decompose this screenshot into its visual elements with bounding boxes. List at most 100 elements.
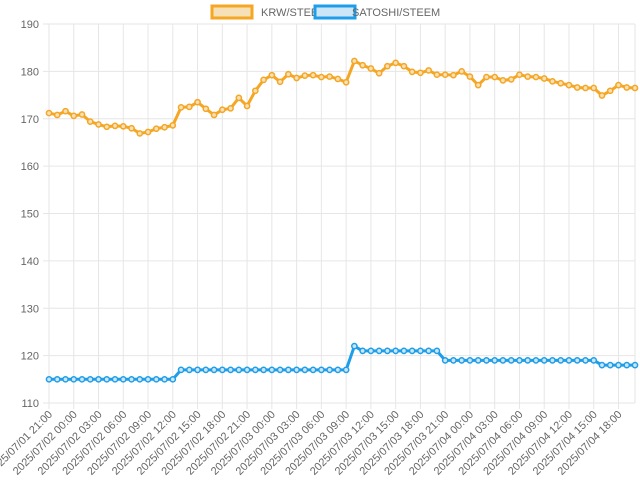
data-point[interactable] xyxy=(95,121,102,128)
data-point[interactable] xyxy=(326,73,333,80)
data-point[interactable] xyxy=(400,62,408,70)
data-point[interactable] xyxy=(516,71,523,79)
data-point[interactable] xyxy=(185,366,193,374)
data-point[interactable] xyxy=(359,61,366,69)
data-point[interactable] xyxy=(474,357,482,364)
data-point[interactable] xyxy=(285,70,292,78)
data-point[interactable] xyxy=(144,375,152,383)
data-point[interactable] xyxy=(582,357,589,364)
data-point[interactable] xyxy=(466,73,474,80)
data-point[interactable] xyxy=(194,98,201,106)
data-point[interactable] xyxy=(425,347,433,355)
data-point[interactable] xyxy=(408,347,416,355)
data-point[interactable] xyxy=(532,357,540,364)
data-point[interactable] xyxy=(590,84,598,92)
data-point[interactable] xyxy=(540,357,548,364)
data-point[interactable] xyxy=(392,59,399,67)
data-point[interactable] xyxy=(425,67,433,74)
data-point[interactable] xyxy=(45,109,53,117)
data-point[interactable] xyxy=(136,130,144,137)
data-point[interactable] xyxy=(351,342,358,350)
legend-item[interactable]: SATOSHI/STEEM xyxy=(313,4,440,20)
data-point[interactable] xyxy=(474,81,482,89)
data-point[interactable] xyxy=(293,366,300,374)
data-point[interactable] xyxy=(384,62,391,70)
data-point[interactable] xyxy=(152,125,160,133)
data-point[interactable] xyxy=(450,357,457,364)
data-point[interactable] xyxy=(631,84,639,92)
data-point[interactable] xyxy=(334,75,342,83)
data-point[interactable] xyxy=(342,78,350,86)
data-point[interactable] xyxy=(62,375,69,383)
data-point[interactable] xyxy=(309,71,317,79)
data-point[interactable] xyxy=(606,87,614,95)
data-point[interactable] xyxy=(169,375,177,383)
data-point[interactable] xyxy=(119,122,127,130)
data-point[interactable] xyxy=(218,106,226,114)
data-point[interactable] xyxy=(615,81,622,89)
data-point[interactable] xyxy=(194,366,201,374)
data-point[interactable] xyxy=(631,361,639,369)
data-point[interactable] xyxy=(458,68,466,75)
data-point[interactable] xyxy=(136,375,144,383)
data-point[interactable] xyxy=(285,366,292,374)
data-point[interactable] xyxy=(185,103,193,111)
data-point[interactable] xyxy=(202,105,210,113)
data-point[interactable] xyxy=(516,357,523,364)
data-point[interactable] xyxy=(367,65,375,72)
data-point[interactable] xyxy=(334,366,342,374)
data-point[interactable] xyxy=(582,84,589,92)
data-point[interactable] xyxy=(565,81,573,89)
data-point[interactable] xyxy=(573,357,581,364)
data-point[interactable] xyxy=(119,375,127,383)
data-point[interactable] xyxy=(417,69,424,77)
data-point[interactable] xyxy=(268,71,276,79)
data-point[interactable] xyxy=(78,111,86,118)
data-point[interactable] xyxy=(53,375,61,383)
data-point[interactable] xyxy=(144,128,152,136)
data-point[interactable] xyxy=(384,347,391,355)
data-point[interactable] xyxy=(375,347,383,355)
data-point[interactable] xyxy=(86,375,94,383)
data-point[interactable] xyxy=(466,357,474,364)
data-point[interactable] xyxy=(433,71,441,79)
data-point[interactable] xyxy=(251,87,259,95)
data-point[interactable] xyxy=(218,366,226,374)
data-point[interactable] xyxy=(483,357,490,364)
data-point[interactable] xyxy=(70,375,78,383)
data-point[interactable] xyxy=(318,366,325,374)
data-point[interactable] xyxy=(507,357,515,364)
data-point[interactable] xyxy=(590,357,598,364)
data-point[interactable] xyxy=(243,102,251,110)
data-point[interactable] xyxy=(111,375,119,383)
data-point[interactable] xyxy=(507,76,515,83)
data-point[interactable] xyxy=(367,347,375,355)
data-point[interactable] xyxy=(491,73,499,81)
data-point[interactable] xyxy=(177,104,185,111)
data-point[interactable] xyxy=(524,73,532,80)
data-point[interactable] xyxy=(532,73,540,81)
data-point[interactable] xyxy=(309,366,317,374)
data-point[interactable] xyxy=(573,84,581,91)
data-point[interactable] xyxy=(623,84,631,91)
data-point[interactable] xyxy=(62,107,69,115)
data-point[interactable] xyxy=(227,366,234,374)
data-point[interactable] xyxy=(293,74,300,82)
legend-item[interactable]: KRW/STEEM xyxy=(210,4,327,20)
legend[interactable]: KRW/STEEM SATOSHI/STEEM xyxy=(210,4,440,20)
data-point[interactable] xyxy=(392,347,399,355)
data-point[interactable] xyxy=(111,122,119,130)
data-point[interactable] xyxy=(45,375,53,383)
data-point[interactable] xyxy=(565,357,573,364)
data-point[interactable] xyxy=(491,357,499,364)
data-point[interactable] xyxy=(351,57,358,65)
data-point[interactable] xyxy=(598,92,606,99)
data-point[interactable] xyxy=(375,69,383,77)
data-point[interactable] xyxy=(549,357,556,364)
data-point[interactable] xyxy=(227,104,234,112)
data-point[interactable] xyxy=(95,375,102,383)
data-point[interactable] xyxy=(128,124,135,132)
data-point[interactable] xyxy=(433,347,441,355)
data-point[interactable] xyxy=(441,71,449,79)
data-point[interactable] xyxy=(169,122,177,129)
